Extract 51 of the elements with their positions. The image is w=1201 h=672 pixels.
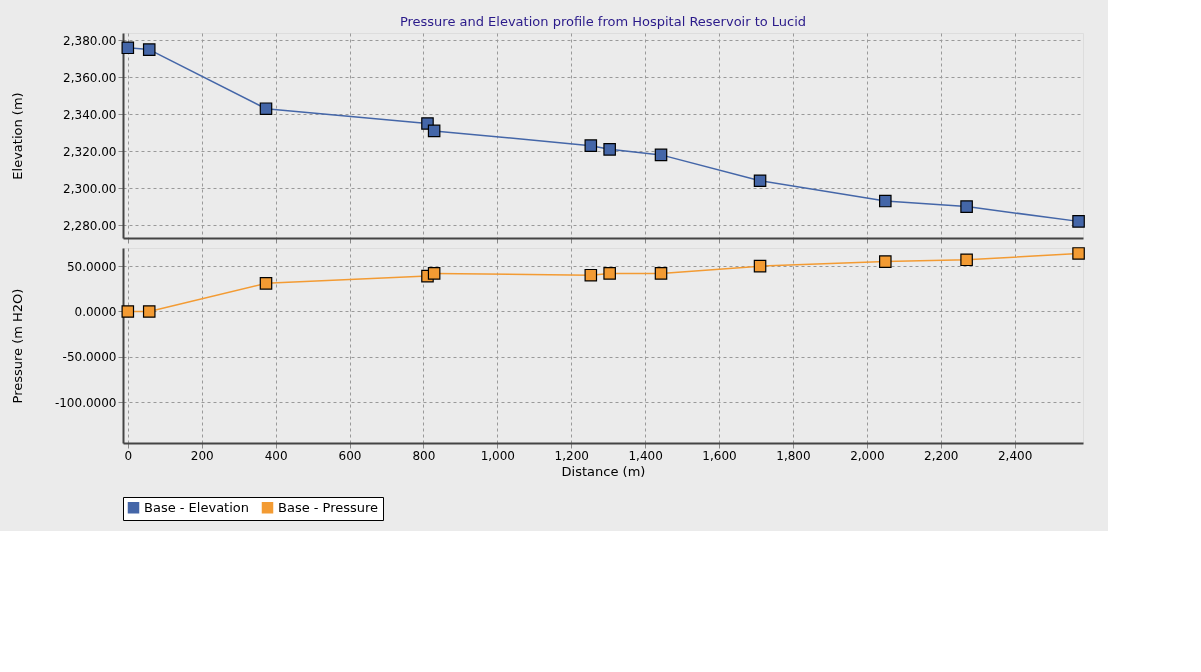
point (259, 102, 273, 116)
point (427, 267, 441, 280)
point (603, 143, 616, 156)
x-tick-label: 2,400 (997, 448, 1033, 463)
x-tick-label: 1,600 (702, 448, 737, 463)
point (427, 124, 441, 138)
point (654, 267, 668, 280)
y-tick-label: -50.0000 (62, 350, 117, 365)
y-tick-label: 2,320.00 (63, 144, 117, 159)
x-tick-label: 1,400 (628, 448, 663, 463)
legend-label: Base - Pressure (278, 499, 379, 515)
point (1072, 215, 1085, 228)
y-tick-label: 0.0000 (74, 304, 117, 319)
x-tick-label: 0 (124, 448, 133, 463)
y-tick-label: 2,280.00 (63, 218, 117, 233)
y-tick-label: 50.0000 (66, 259, 117, 274)
point (879, 194, 892, 208)
y-tick-label: 2,340.00 (63, 107, 117, 122)
point (753, 259, 767, 273)
point (142, 43, 156, 56)
x-tick-label: 200 (190, 448, 214, 463)
y-tick-label: 2,380.00 (63, 33, 117, 48)
x-tick-label: 1,800 (776, 448, 811, 463)
x-tick-label: 800 (412, 448, 436, 463)
point (960, 200, 973, 213)
x-tick-label: 2,000 (850, 448, 885, 463)
y-tick-label: 2,300.00 (63, 181, 117, 196)
point (584, 139, 598, 152)
chart-title: Pressure and Elevation profile from Hospital Reservoir to Lucid (399, 14, 807, 29)
x-axis-title: Distance (m) (561, 463, 646, 479)
x-tick-label: 400 (264, 448, 288, 463)
y-axis-title: Elevation (m) (9, 92, 25, 180)
point (753, 174, 767, 188)
point (603, 267, 616, 280)
point (1072, 247, 1085, 260)
point (121, 305, 135, 318)
x-tick-label: 1,000 (480, 448, 515, 463)
point (960, 253, 973, 267)
point (879, 255, 892, 268)
point (142, 305, 156, 318)
x-tick-label: 2,200 (924, 448, 959, 463)
x-tick-label: 1,200 (554, 448, 589, 463)
point (584, 268, 598, 282)
x-tick-label: 600 (338, 448, 362, 463)
point (121, 41, 135, 55)
point (654, 148, 668, 162)
y-tick-label: -100.0000 (54, 395, 117, 410)
point (259, 277, 273, 290)
y-tick-label: 2,360.00 (63, 70, 117, 85)
y-axis-title: Pressure (m H2O) (9, 288, 25, 404)
legend-label: Base - Elevation (144, 499, 249, 515)
